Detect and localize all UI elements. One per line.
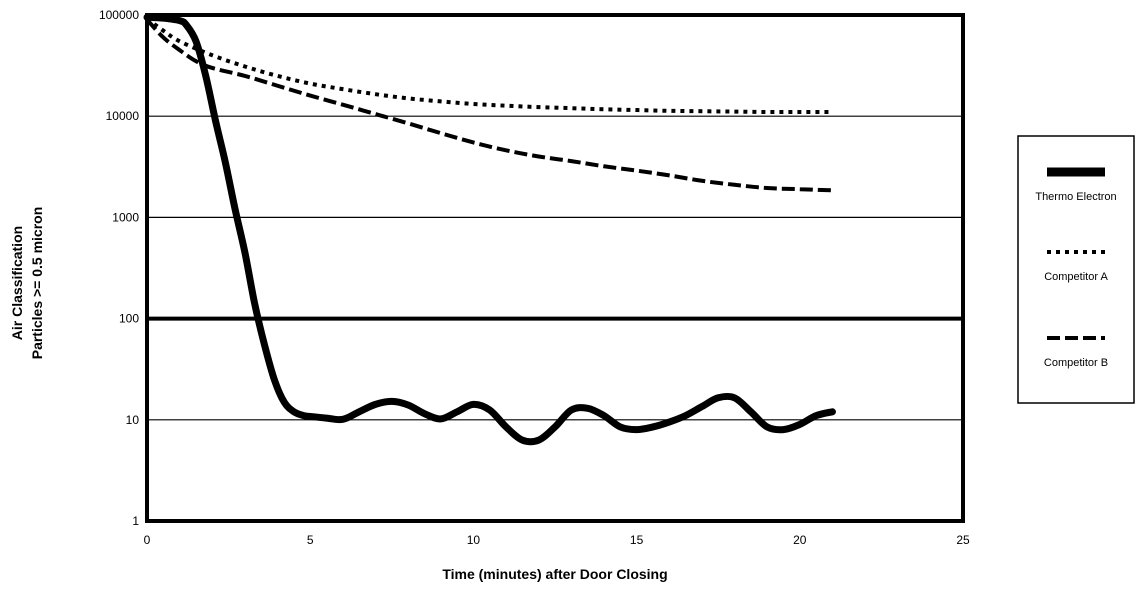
y-tick-label: 1 (132, 514, 139, 528)
x-tick-label: 25 (956, 533, 970, 547)
x-axis-ticks: 0 5 10 15 20 25 (144, 533, 970, 547)
y-tick-label: 100 (119, 312, 139, 326)
y-tick-label: 1000 (112, 210, 139, 224)
x-tick-label: 20 (793, 533, 807, 547)
series-line-competitor-b (145, 18, 833, 193)
y-axis-ticks: 1 10 100 1000 10000 100000 (99, 8, 139, 528)
series-line-thermo-electron (143, 13, 836, 446)
x-tick-label: 5 (307, 533, 314, 547)
y-tick-label: 100000 (99, 8, 139, 22)
x-axis-title: Time (minutes) after Door Closing (442, 566, 667, 582)
legend-label: Competitor B (1044, 357, 1108, 369)
y-axis-title-line-1: Air Classification (9, 226, 25, 340)
x-tick-label: 10 (467, 533, 481, 547)
x-tick-label: 0 (144, 533, 151, 547)
x-tick-label: 15 (630, 533, 644, 547)
y-tick-label: 10000 (106, 109, 140, 123)
gridlines (147, 115, 963, 421)
series-line-competitor-a (145, 17, 833, 115)
series-group (143, 13, 836, 446)
y-axis-title-line-2: Particles >= 0.5 micron (29, 207, 45, 360)
legend-label: Thermo Electron (1035, 191, 1116, 203)
legend-label: Competitor A (1044, 271, 1108, 283)
y-tick-label: 10 (126, 413, 140, 427)
legend: Thermo Electron Competitor A Competitor B (1017, 135, 1135, 404)
legend-box (1017, 135, 1135, 404)
y-axis-title: Air Classification Particles >= 0.5 micr… (9, 207, 45, 360)
legend-items: Thermo Electron Competitor A Competitor B (1035, 167, 1117, 369)
plot-frame (145, 13, 965, 523)
